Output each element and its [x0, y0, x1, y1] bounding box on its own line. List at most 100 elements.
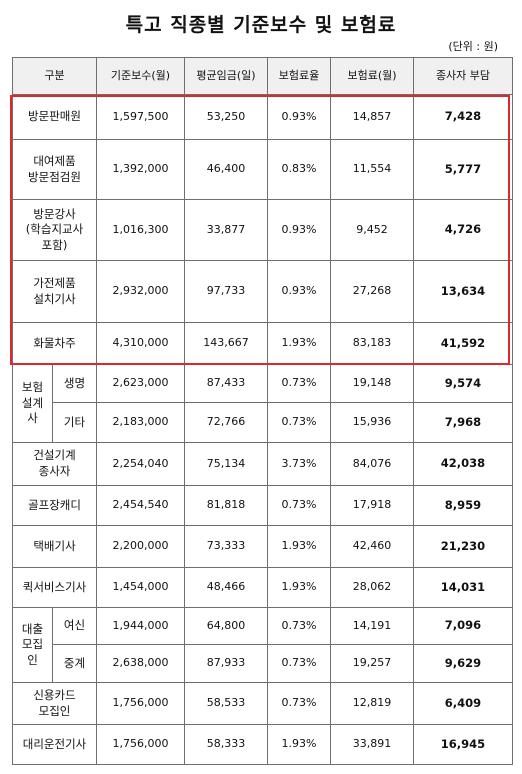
group-line: 보험 — [21, 380, 44, 395]
base-pay-cell: 1,756,000 — [96, 682, 185, 725]
base-pay-cell: 2,638,000 — [96, 644, 185, 683]
header-rate: 보험료율 — [267, 57, 331, 95]
base-pay-cell: 1,016,300 — [96, 199, 185, 261]
avg-wage-cell: 48,466 — [184, 567, 268, 608]
premium-cell: 84,076 — [330, 442, 414, 486]
table-row: 가전제품 설치기사 2,932,000 97,733 0.93% 27,268 … — [12, 260, 513, 323]
worker-share-cell: 7,968 — [413, 402, 513, 443]
worker-share-cell: 9,574 — [413, 364, 513, 403]
base-pay-cell: 4,310,000 — [96, 322, 185, 365]
category-cell: 대여제품 방문점검원 — [12, 139, 97, 200]
rate-cell: 0.73% — [267, 364, 331, 403]
subcategory-cell: 여신 — [52, 607, 97, 645]
rate-cell: 0.93% — [267, 199, 331, 261]
avg-wage-cell: 58,533 — [184, 682, 268, 725]
category-cell: 골프장캐디 — [12, 485, 97, 526]
premium-cell: 19,148 — [330, 364, 414, 403]
worker-share-cell: 5,777 — [413, 139, 513, 200]
header-base-pay: 기준보수(월) — [96, 57, 185, 95]
worker-share-cell: 16,945 — [413, 724, 513, 765]
table-row: 기타 2,183,000 72,766 0.73% 15,936 7,968 — [13, 402, 513, 443]
worker-share-cell: 7,428 — [413, 94, 513, 140]
table-row: 화물차주 4,310,000 143,667 1.93% 83,183 41,5… — [12, 322, 513, 365]
table-row: 방문판매원 1,597,500 53,250 0.93% 14,857 7,42… — [12, 94, 513, 140]
premium-cell: 42,460 — [330, 525, 414, 568]
premium-cell: 17,918 — [330, 485, 414, 526]
header-premium: 보험료(월) — [330, 57, 414, 95]
worker-share-cell: 14,031 — [413, 567, 513, 608]
group-cell: 대출 모집 인 — [12, 607, 53, 683]
premium-cell: 28,062 — [330, 567, 414, 608]
premium-cell: 15,936 — [330, 402, 414, 443]
base-pay-cell: 1,392,000 — [96, 139, 185, 200]
group-line: 모집 — [21, 637, 44, 652]
base-pay-cell: 2,254,040 — [96, 442, 185, 486]
unit-label: (단위 : 원) — [448, 40, 498, 53]
rate-cell: 0.93% — [267, 260, 331, 323]
premium-cell: 11,554 — [330, 139, 414, 200]
group-line: 설계 — [21, 395, 44, 410]
worker-share-cell: 41,592 — [413, 322, 513, 365]
header-avg-wage: 평균임금(일) — [184, 57, 268, 95]
avg-wage-cell: 81,818 — [184, 485, 268, 526]
premium-cell: 12,819 — [330, 682, 414, 725]
table-row: 대여제품 방문점검원 1,392,000 46,400 0.83% 11,554… — [12, 139, 513, 200]
category-line: 건설기계 — [33, 448, 76, 463]
rate-cell: 0.73% — [267, 485, 331, 526]
rate-cell: 1.93% — [267, 322, 331, 365]
rate-cell: 0.73% — [267, 644, 331, 683]
category-cell: 화물차주 — [12, 322, 97, 365]
category-line: 신용카드 — [33, 687, 76, 702]
table-row: 퀵서비스기사 1,454,000 48,466 1.93% 28,062 14,… — [12, 567, 513, 608]
table-row: 대출 모집 인 여신 1,944,000 64,800 0.73% 14,191… — [12, 607, 513, 683]
table-row: 신용카드 모집인 1,756,000 58,533 0.73% 12,819 6… — [12, 682, 513, 725]
table-row: 보험 설계 사 생명 2,623,000 87,433 0.73% 19,148… — [12, 364, 513, 443]
table-row: 골프장캐디 2,454,540 81,818 0.73% 17,918 8,95… — [12, 485, 513, 526]
subcategory-cell: 중계 — [52, 644, 97, 683]
worker-share-cell: 6,409 — [413, 682, 513, 725]
category-line: 설치기사 — [33, 291, 76, 306]
group-line: 대출 — [21, 621, 44, 636]
worker-share-cell: 21,230 — [413, 525, 513, 568]
base-pay-cell: 1,454,000 — [96, 567, 185, 608]
worker-share-cell: 13,634 — [413, 260, 513, 323]
worker-share-cell: 8,959 — [413, 485, 513, 526]
avg-wage-cell: 58,333 — [184, 724, 268, 765]
avg-wage-cell: 75,134 — [184, 442, 268, 486]
base-pay-cell: 1,597,500 — [96, 94, 185, 140]
worker-share-cell: 9,629 — [413, 644, 513, 683]
base-pay-cell: 2,200,000 — [96, 525, 185, 568]
avg-wage-cell: 53,250 — [184, 94, 268, 140]
rate-cell: 0.73% — [267, 682, 331, 725]
subcategory-cell: 생명 — [52, 364, 97, 403]
avg-wage-cell: 64,800 — [184, 607, 268, 645]
category-line: 대여제품 — [33, 153, 76, 168]
category-cell: 가전제품 설치기사 — [12, 260, 97, 323]
subcategory-cell: 기타 — [52, 402, 97, 443]
category-line: 가전제품 — [33, 275, 76, 290]
table-row: 택배기사 2,200,000 73,333 1.93% 42,460 21,23… — [12, 525, 513, 568]
avg-wage-cell: 46,400 — [184, 139, 268, 200]
avg-wage-cell: 143,667 — [184, 322, 268, 365]
table-row: 건설기계 종사자 2,254,040 75,134 3.73% 84,076 4… — [12, 442, 513, 486]
table-row: 방문강사 (학습지교사 포함) 1,016,300 33,877 0.93% 9… — [12, 199, 513, 261]
group-line: 인 — [27, 652, 38, 667]
category-line: (학습지교사 — [25, 222, 84, 237]
base-pay-cell: 2,623,000 — [96, 364, 185, 403]
base-pay-cell: 2,454,540 — [96, 485, 185, 526]
premium-cell: 9,452 — [330, 199, 414, 261]
premium-cell: 19,257 — [330, 644, 414, 683]
premium-table: 구분 기준보수(월) 평균임금(일) 보험료율 보험료(월) 종사자 부담 방문… — [12, 57, 513, 765]
base-pay-cell: 1,756,000 — [96, 724, 185, 765]
category-cell: 택배기사 — [12, 525, 97, 568]
rate-cell: 3.73% — [267, 442, 331, 486]
base-pay-cell: 2,183,000 — [96, 402, 185, 443]
rate-cell: 0.73% — [267, 402, 331, 443]
category-line: 모집인 — [38, 703, 71, 718]
rate-cell: 1.93% — [267, 724, 331, 765]
category-line: 방문강사 — [33, 206, 76, 221]
avg-wage-cell: 87,933 — [184, 644, 268, 683]
avg-wage-cell: 97,733 — [184, 260, 268, 323]
avg-wage-cell: 33,877 — [184, 199, 268, 261]
base-pay-cell: 2,932,000 — [96, 260, 185, 323]
